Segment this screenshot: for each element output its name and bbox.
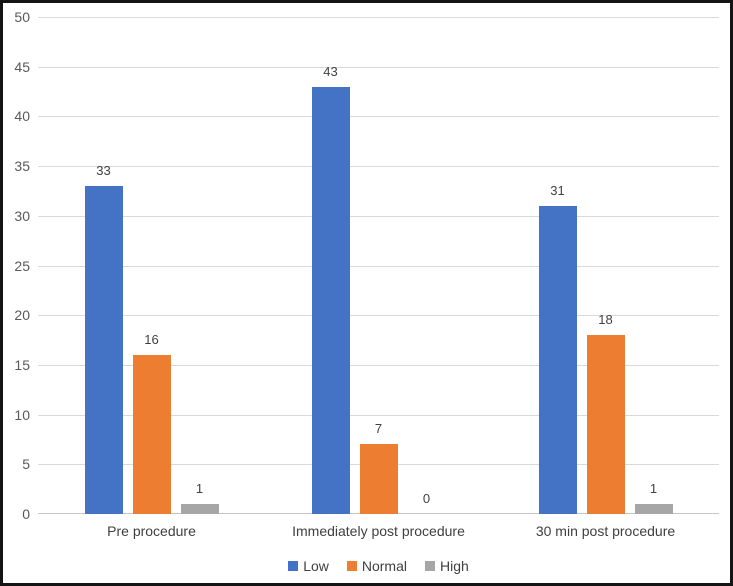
y-tick-label: 15 [14,356,30,373]
legend-item-normal: Normal [346,558,407,574]
y-tick-label: 45 [14,58,30,75]
gridline [38,66,719,68]
legend-marker-normal [346,561,357,571]
bar-normal [359,444,398,514]
legend-item-low: Low [288,558,329,574]
category-label: 30 min post procedure [535,523,676,539]
bar-value-label: 0 [422,491,431,506]
legend-label: High [440,558,469,574]
bar-value-label: 31 [550,182,565,198]
bar-value-label: 7 [374,421,383,437]
y-tick-label: 10 [14,406,30,423]
bar-low [311,86,350,514]
bar-high [634,504,673,514]
gridline [38,17,719,18]
category-label: Immediately post procedure [292,523,465,539]
bar-normal [586,335,625,514]
bar-value-label: 1 [195,481,204,497]
gridline [38,414,719,416]
gridline [38,166,719,168]
gridline [38,364,719,366]
gridline [38,265,719,267]
gridline [38,315,719,317]
plot-area: 33 16 1 43 7 0 31 18 1 [38,17,719,514]
legend-label: Normal [361,558,407,574]
y-tick-label: 20 [14,307,30,324]
y-tick-label: 25 [14,257,30,274]
gridline [38,215,719,217]
bar-value-label: 18 [598,312,613,328]
y-tick-label: 0 [22,506,30,522]
bar-value-label: 43 [323,63,338,79]
legend-marker-low [288,561,299,571]
y-tick-label: 35 [14,158,30,175]
bar-value-label: 16 [144,331,159,347]
gridline [38,116,719,118]
legend-marker-high [425,561,435,571]
category-label: Pre procedure [107,523,196,539]
legend: Low Normal High [38,558,719,574]
y-tick-label: 5 [22,456,30,473]
bar-normal [132,354,171,514]
bar-low [538,205,577,514]
y-tick-label: 30 [14,207,30,224]
y-tick-label: 40 [14,108,30,125]
bar-high [180,504,219,514]
bar-value-label: 1 [649,481,658,497]
bar-low [84,185,123,514]
legend-label: Low [303,558,329,574]
legend-item-high: High [425,558,469,574]
y-tick-label: 50 [14,9,30,25]
bar-value-label: 33 [96,162,111,178]
